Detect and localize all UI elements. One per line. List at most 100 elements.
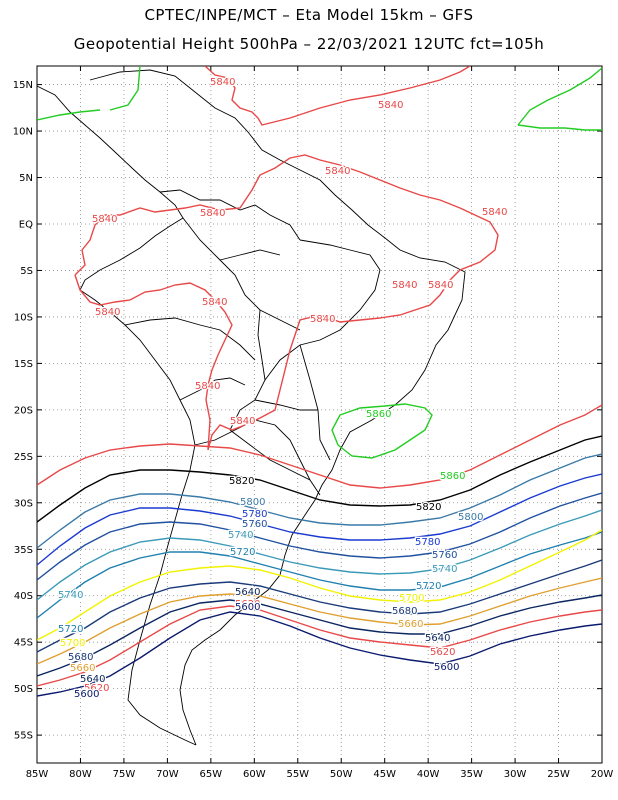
latitude-label: 10N <box>13 127 33 138</box>
contour-label-5680: 5680 <box>392 606 417 617</box>
latitude-labels: 15N 10N 5N EQ 5S 10S 15S 20S 25S 30S 35S 40S 45S 50S 5… <box>13 80 33 742</box>
contour-label-5840: 5840 <box>310 314 335 325</box>
contour-label-5720: 5720 <box>230 547 255 558</box>
contour-5860-north-2 <box>109 66 141 111</box>
contour-labels: 5840 5840 5840 5840 5840 5840 5840 5840 5840 5840… <box>57 76 509 702</box>
contour-label-5700: 5700 <box>399 593 424 604</box>
contour-lines <box>37 66 602 697</box>
contour-label-5600: 5600 <box>74 689 99 700</box>
contour-label-5840: 5840 <box>325 166 350 177</box>
contour-5740 <box>37 509 602 601</box>
contour-5680 <box>37 559 602 653</box>
contour-label-5640: 5640 <box>80 674 105 685</box>
contour-label-5780: 5780 <box>415 537 440 548</box>
contour-5860-north <box>37 109 101 121</box>
longitude-label: 80W <box>69 769 92 780</box>
latitude-label: 35S <box>14 545 33 556</box>
latitude-label: 45S <box>14 638 33 649</box>
contour-label-5780: 5780 <box>242 509 267 520</box>
contour-label-5720: 5720 <box>416 581 441 592</box>
contour-label-5740: 5740 <box>432 564 457 575</box>
figure-subtitle: Geopotential Height 500hPa – 22/03/2021 … <box>73 35 545 53</box>
contour-label-5680: 5680 <box>68 652 93 663</box>
contour-5800 <box>37 453 602 549</box>
contour-5840-west <box>74 274 233 451</box>
contour-label-5620: 5620 <box>430 647 455 658</box>
contour-5840-equator <box>74 154 499 451</box>
contour-label-5640: 5640 <box>425 633 450 644</box>
contour-label-5700: 5700 <box>60 638 85 649</box>
contour-label-5840: 5840 <box>392 280 417 291</box>
longitude-label: 35W <box>460 769 483 780</box>
contour-label-5840: 5840 <box>195 381 220 392</box>
contour-label-5740: 5740 <box>228 530 253 541</box>
contour-label-5660: 5660 <box>398 619 423 630</box>
longitude-label: 40W <box>417 769 440 780</box>
contour-5860-northeast-2 <box>517 124 602 131</box>
longitude-label: 60W <box>243 769 266 780</box>
contour-label-5840: 5840 <box>95 307 120 318</box>
contour-label-5640: 5640 <box>235 587 260 598</box>
contour-label-5840: 5840 <box>428 280 453 291</box>
contour-label-5740: 5740 <box>58 590 83 601</box>
latitude-label: 10S <box>14 312 33 323</box>
contour-label-5840: 5840 <box>230 416 255 427</box>
longitude-label: 30W <box>504 769 527 780</box>
longitude-label: 70W <box>156 769 179 780</box>
contour-label-5760: 5760 <box>242 519 267 530</box>
latitude-label: 15S <box>14 359 33 370</box>
latitude-label: 40S <box>14 591 33 602</box>
contour-label-5840: 5840 <box>202 297 227 308</box>
contour-5720 <box>37 531 602 619</box>
contour-label-5860: 5860 <box>366 409 391 420</box>
contour-5660 <box>37 577 602 665</box>
contour-5820 <box>37 435 602 523</box>
contour-label-5620: 5620 <box>84 683 109 694</box>
contour-label-5820: 5820 <box>229 476 254 487</box>
contour-label-5840: 5840 <box>200 208 225 219</box>
figure-title: CPTEC/INPE/MCT – Eta Model 15km – GFS <box>144 6 474 24</box>
coastline <box>37 69 466 746</box>
contour-5840-south <box>37 404 602 489</box>
longitude-label: 85W <box>26 769 49 780</box>
contour-label-5660: 5660 <box>70 663 95 674</box>
latitude-label: 15N <box>13 80 33 91</box>
latitude-label: 50S <box>14 684 33 695</box>
contour-label-5840: 5840 <box>210 77 235 88</box>
longitude-label: 55W <box>286 769 309 780</box>
contour-label-5840: 5840 <box>378 100 403 111</box>
contour-label-5800: 5800 <box>240 497 265 508</box>
contour-5860-closed <box>331 403 433 459</box>
longitude-label: 25W <box>547 769 570 780</box>
contour-5600 <box>37 611 602 697</box>
contour-5640 <box>37 594 602 677</box>
longitude-label: 50W <box>330 769 353 780</box>
longitude-label: 20W <box>591 769 614 780</box>
contour-5760 <box>37 492 602 581</box>
map-frame <box>36 65 603 764</box>
contour-label-5860: 5860 <box>440 471 465 482</box>
latitude-label: 20S <box>14 405 33 416</box>
contour-5860-northeast <box>517 67 602 126</box>
contour-label-5600: 5600 <box>434 662 459 673</box>
contour-label-5820: 5820 <box>416 502 441 513</box>
latitude-label: 55S <box>14 731 33 742</box>
longitude-label: 75W <box>113 769 136 780</box>
contour-label-5720: 5720 <box>58 624 83 635</box>
contour-label-5620: 5620 <box>235 599 260 610</box>
contour-label-5840: 5840 <box>482 207 507 218</box>
latitude-label: 30S <box>14 498 33 509</box>
latitude-label: EQ <box>19 219 33 230</box>
latitude-label: 5N <box>19 173 33 184</box>
latitude-label: 5S <box>20 266 33 277</box>
contour-5700 <box>37 529 602 641</box>
contour-5620 <box>37 605 602 687</box>
contour-label-5800: 5800 <box>458 512 483 523</box>
longitude-label: 65W <box>200 769 223 780</box>
contour-5780 <box>37 473 602 566</box>
contour-5840-north <box>204 66 471 126</box>
grid-lines <box>37 66 602 763</box>
longitude-labels: 85W 80W 75W 70W 65W 60W 55W 50W 45W 40W 35W 30W 25W 2… <box>26 769 614 780</box>
contour-label-5600: 5600 <box>235 602 260 613</box>
